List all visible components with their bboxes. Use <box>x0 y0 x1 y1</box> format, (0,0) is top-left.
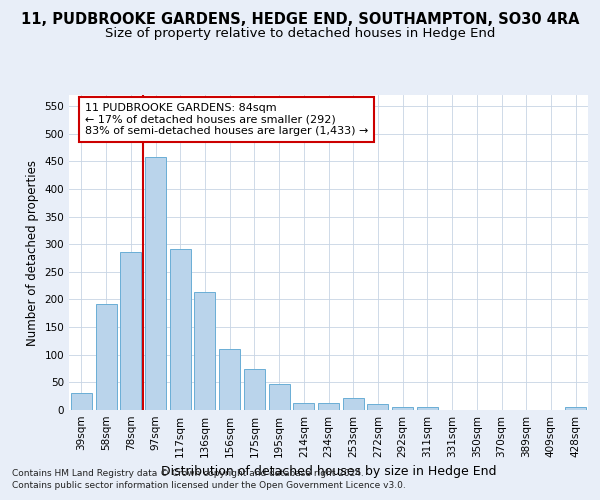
Bar <box>244 368 265 410</box>
Bar <box>145 158 166 410</box>
Bar <box>318 403 339 410</box>
Bar <box>120 252 141 410</box>
Y-axis label: Number of detached properties: Number of detached properties <box>26 160 39 346</box>
Bar <box>269 384 290 410</box>
Text: Contains public sector information licensed under the Open Government Licence v3: Contains public sector information licen… <box>12 481 406 490</box>
Bar <box>392 406 413 410</box>
Bar <box>565 407 586 410</box>
Bar <box>170 249 191 410</box>
Text: 11 PUDBROOKE GARDENS: 84sqm
← 17% of detached houses are smaller (292)
83% of se: 11 PUDBROOKE GARDENS: 84sqm ← 17% of det… <box>85 103 368 136</box>
Text: Contains HM Land Registry data © Crown copyright and database right 2024.: Contains HM Land Registry data © Crown c… <box>12 468 364 477</box>
X-axis label: Distribution of detached houses by size in Hedge End: Distribution of detached houses by size … <box>161 466 496 478</box>
Bar <box>71 394 92 410</box>
Bar <box>194 292 215 410</box>
Text: Size of property relative to detached houses in Hedge End: Size of property relative to detached ho… <box>105 28 495 40</box>
Bar <box>95 304 116 410</box>
Bar <box>343 398 364 410</box>
Text: 11, PUDBROOKE GARDENS, HEDGE END, SOUTHAMPTON, SO30 4RA: 11, PUDBROOKE GARDENS, HEDGE END, SOUTHA… <box>21 12 579 28</box>
Bar <box>417 406 438 410</box>
Bar <box>293 403 314 410</box>
Bar <box>219 349 240 410</box>
Bar <box>367 404 388 410</box>
